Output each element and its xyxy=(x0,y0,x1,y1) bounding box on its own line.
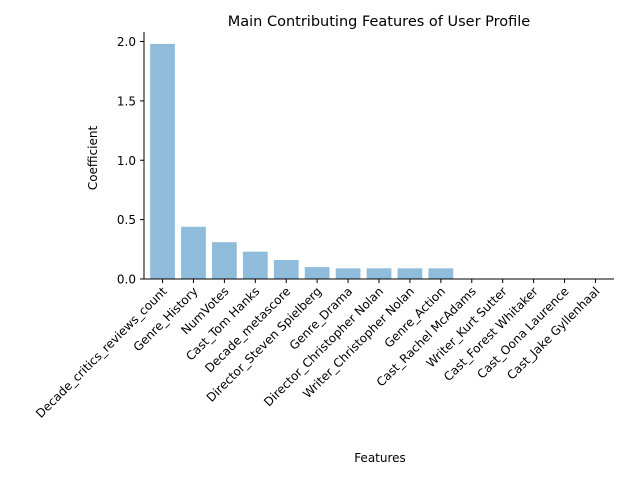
y-tick-label: 0.5 xyxy=(117,213,136,227)
y-tick-label: 0.0 xyxy=(117,273,136,287)
bar xyxy=(242,251,268,279)
y-ticks: 0.0 0.5 1.0 1.5 2.0 xyxy=(117,35,144,287)
x-axis-label: Features xyxy=(354,451,406,465)
bar xyxy=(150,43,175,279)
bar xyxy=(366,268,392,279)
bars-layer xyxy=(150,43,454,279)
bar xyxy=(397,268,423,279)
y-tick-label: 2.0 xyxy=(117,35,136,49)
axes-layer xyxy=(143,32,614,280)
bar xyxy=(428,268,454,279)
bar xyxy=(181,226,206,279)
y-axis-label: Coefficient xyxy=(86,126,100,191)
chart-title: Main Contributing Features of User Profi… xyxy=(228,14,531,30)
y-tick-label: 1.5 xyxy=(117,94,136,108)
bar xyxy=(212,242,237,279)
x-ticks: Decade_critics_reviews_countGenre_Histor… xyxy=(33,279,603,421)
bar xyxy=(304,267,330,279)
bar xyxy=(335,268,361,279)
x-tick-label: Decade_critics_reviews_count xyxy=(33,284,170,421)
bar xyxy=(273,260,299,279)
y-tick-label: 1.0 xyxy=(117,154,136,168)
